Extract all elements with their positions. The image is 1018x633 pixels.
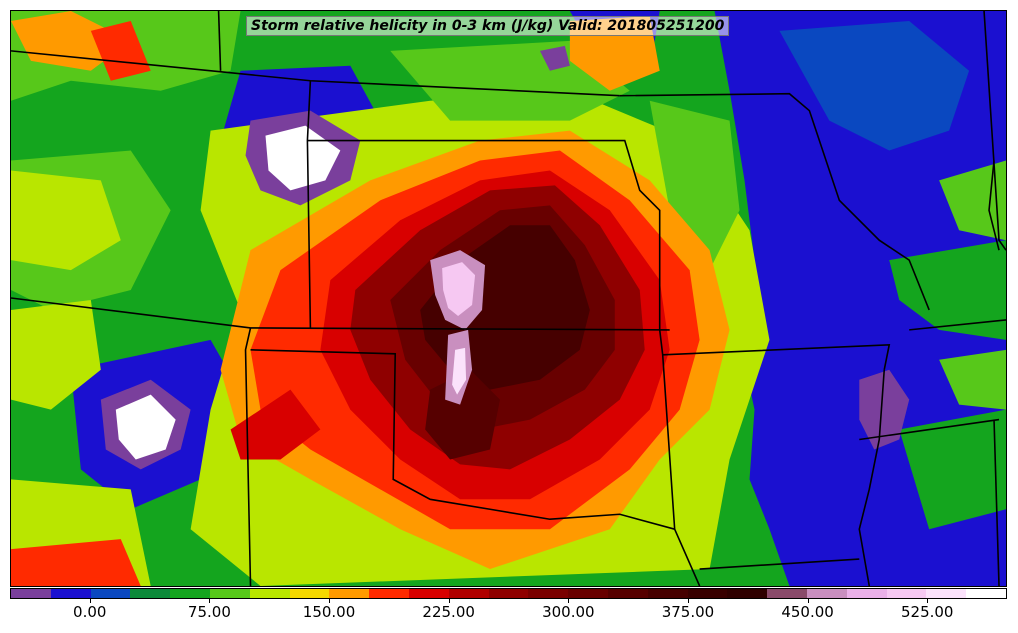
colorbar-tick-mark: [329, 599, 331, 603]
colorbar-swatch: [528, 589, 569, 598]
colorbar-swatch: [90, 589, 131, 598]
helicity-map: [11, 11, 1006, 586]
colorbar-swatch: [886, 589, 927, 598]
colorbar-swatch: [846, 589, 887, 598]
colorbar-swatch: [647, 589, 688, 598]
colorbar-swatch: [448, 589, 489, 598]
colorbar: [10, 588, 1007, 599]
colorbar-tick-label: 525.00: [900, 603, 954, 621]
map-title: Storm relative helicity in 0-3 km (J/kg)…: [246, 16, 730, 36]
extreme-helicity-regions: [430, 250, 486, 405]
minimum-helicity-regions: [100, 45, 910, 470]
state-borders: [11, 11, 1006, 586]
colorbar-tick-label: 450.00: [781, 603, 834, 621]
colorbar-swatch: [488, 589, 529, 598]
map-panel: [10, 10, 1007, 587]
colorbar-tick-mark: [568, 599, 570, 603]
colorbar-swatch: [408, 589, 449, 598]
colorbar-swatch: [568, 589, 608, 598]
colorbar-swatch: [806, 589, 847, 598]
colorbar-swatch: [249, 589, 290, 598]
colorbar-swatch: [329, 589, 370, 598]
colorbar-swatch: [369, 589, 409, 598]
colorbar-swatch: [926, 589, 967, 598]
colorbar-swatch: [767, 589, 807, 598]
colorbar-tick-label: 75.00: [187, 603, 231, 621]
colorbar-swatch: [966, 589, 1006, 598]
colorbar-tick-label: 0.00: [73, 603, 107, 621]
colorbar-swatch: [607, 589, 648, 598]
colorbar-tick-mark: [209, 599, 211, 603]
colorbar-swatch: [50, 589, 91, 598]
colorbar-tick-mark: [927, 599, 929, 603]
colorbar-swatch: [687, 589, 728, 598]
colorbar-tick-label: 300.00: [542, 603, 595, 621]
colorbar-tick-label: 150.00: [302, 603, 356, 621]
colorbar-swatch: [727, 589, 768, 598]
colorbar-tick-mark: [807, 599, 809, 603]
colorbar-tick-label: 225.00: [422, 603, 475, 621]
colorbar-swatch: [209, 589, 250, 598]
colorbar-swatch: [289, 589, 330, 598]
colorbar-tick-mark: [448, 599, 450, 603]
colorbar-tick-mark: [89, 599, 91, 603]
colorbar-tick-mark: [687, 599, 689, 603]
colorbar-swatch: [130, 589, 171, 598]
colorbar-swatch: [170, 589, 210, 598]
colorbar-tick-label: 375.00: [661, 603, 715, 621]
colorbar-ticks: 0.00 75.00 150.00 225.00 300.00 375.00 450.00 5…: [10, 599, 1007, 633]
colorbar-swatch: [11, 589, 51, 598]
